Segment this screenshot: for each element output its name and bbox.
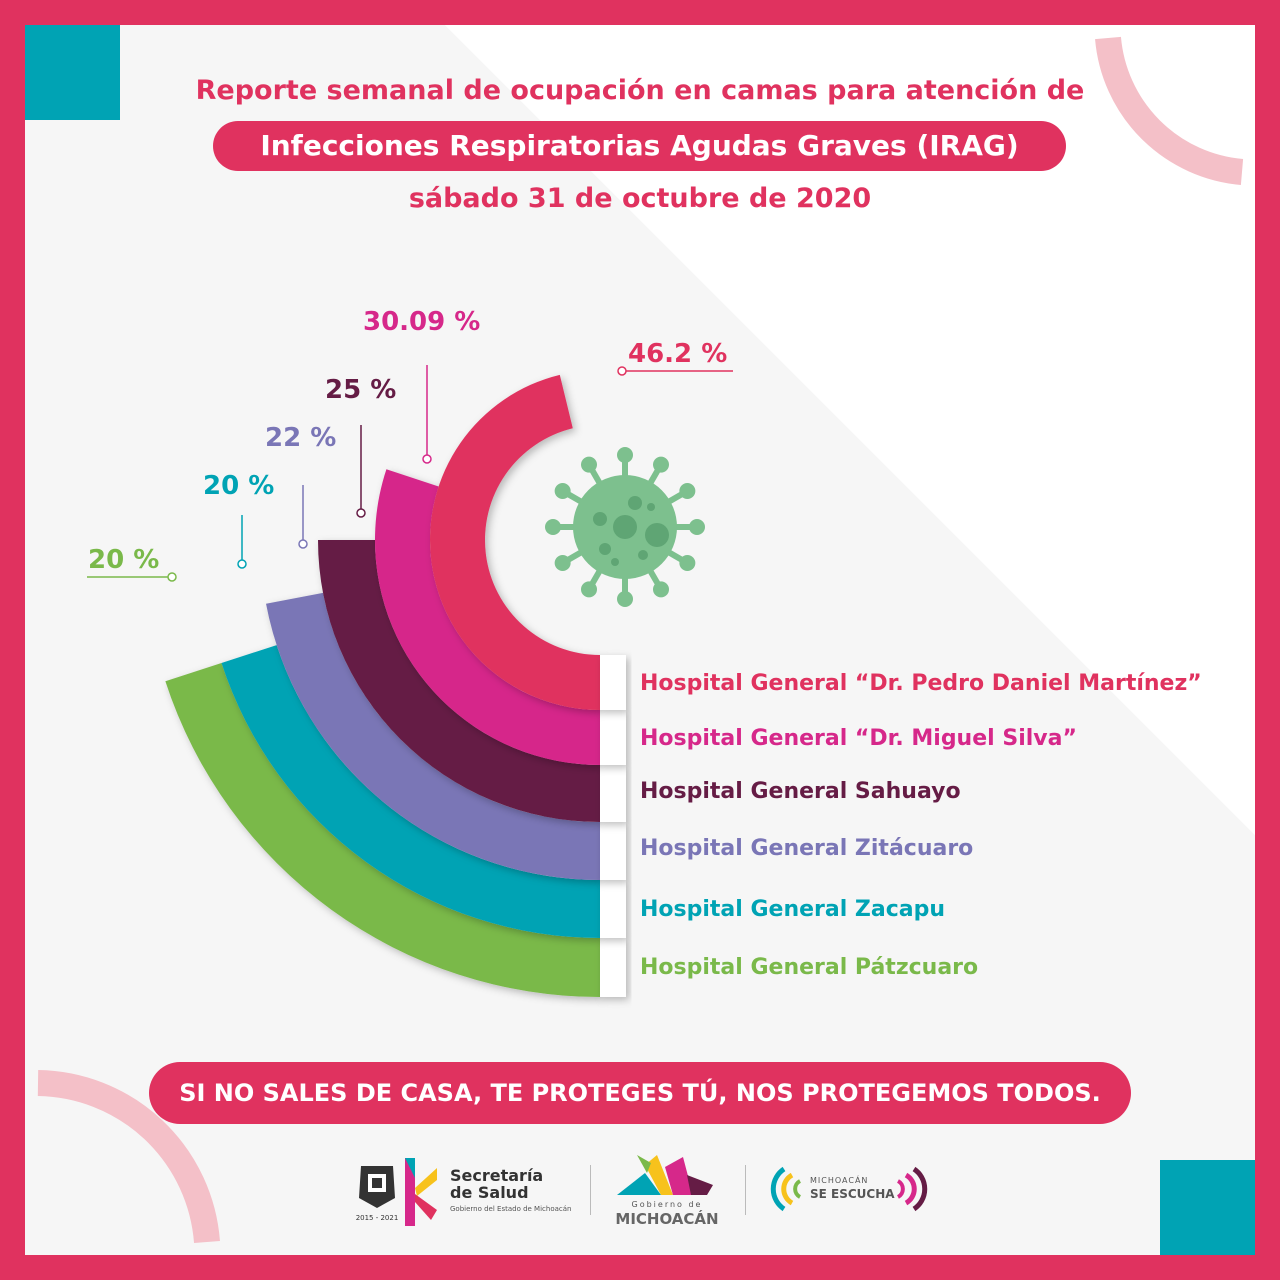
data-label-4: 20 % [203, 471, 275, 501]
teal-square-top-left [25, 25, 120, 120]
radial-bar-chart [87, 365, 733, 997]
salud-logo-subtitle: Gobierno del Estado de Michoacán [450, 1205, 572, 1213]
leader-line-3 [298, 485, 308, 549]
michoacan-se-escucha-logo [770, 1166, 928, 1212]
legend-tab-2 [600, 765, 626, 822]
legend-tab-1 [600, 710, 626, 765]
bar-3 [266, 592, 600, 880]
leader-line-0 [617, 366, 733, 376]
legend-item-3: Hospital General Zitácuaro [640, 836, 974, 861]
infographic: Reporte semanal de ocupación en camas pa… [25, 25, 1255, 1255]
escucha-line1: MICHOACÁN [810, 1176, 869, 1185]
divider [745, 1165, 746, 1215]
legend-item-5: Hospital General Pátzcuaro [640, 955, 979, 980]
legend-tab-4 [600, 880, 626, 938]
data-label-1: 30.09 % [363, 307, 481, 337]
bar-0 [429, 374, 600, 710]
bar-2 [318, 540, 600, 822]
divider [590, 1165, 591, 1215]
data-label-5: 20 % [88, 545, 160, 575]
legend-item-1: Hospital General “Dr. Miguel Silva” [640, 726, 1077, 751]
teal-square-bottom-right [1160, 1160, 1255, 1255]
report-date: sábado 31 de octubre de 2020 [408, 183, 872, 214]
escucha-line2: SE ESCUCHA [810, 1187, 895, 1201]
gob-logo-big: MICHOACÁN [615, 1210, 719, 1228]
leader-line-4 [237, 515, 247, 569]
background-decor [25, 25, 1255, 1255]
virus-icon [545, 447, 705, 607]
leader-line-5 [87, 572, 177, 582]
state-seal-logo: 2015 - 2021 [355, 1158, 405, 1228]
legend-tab-0 [600, 655, 626, 710]
legend-item-0: Hospital General “Dr. Pedro Daniel Martí… [640, 671, 1202, 696]
decor-arc-top-right [1095, 36, 1244, 185]
data-label-0: 46.2 % [628, 339, 728, 369]
slogan-banner: SI NO SALES DE CASA, TE PROTEGES TÚ, NOS… [149, 1062, 1131, 1124]
decor-arc-bottom-left [37, 1070, 220, 1244]
salud-k-logo [405, 1158, 437, 1226]
leader-line-1 [422, 365, 432, 464]
title-pill: Infecciones Respiratorias Agudas Graves … [213, 121, 1066, 171]
bar-1 [374, 469, 600, 765]
legend-tab-5 [600, 938, 626, 997]
title-line1: Reporte semanal de ocupación en camas pa… [195, 75, 1085, 106]
bar-5 [165, 662, 600, 997]
bar-4 [221, 645, 601, 938]
legend-item-2: Hospital General Sahuayo [640, 779, 961, 804]
salud-logo-title: Secretaría de Salud [450, 1166, 544, 1202]
michoacan-logo-mark [617, 1155, 713, 1195]
gob-logo-small: Gobierno de [631, 1200, 703, 1209]
data-label-3: 22 % [265, 423, 337, 453]
data-label-2: 25 % [325, 375, 397, 405]
leader-line-2 [356, 425, 366, 518]
legend-item-4: Hospital General Zacapu [640, 897, 946, 922]
legend-tab-3 [600, 822, 626, 880]
